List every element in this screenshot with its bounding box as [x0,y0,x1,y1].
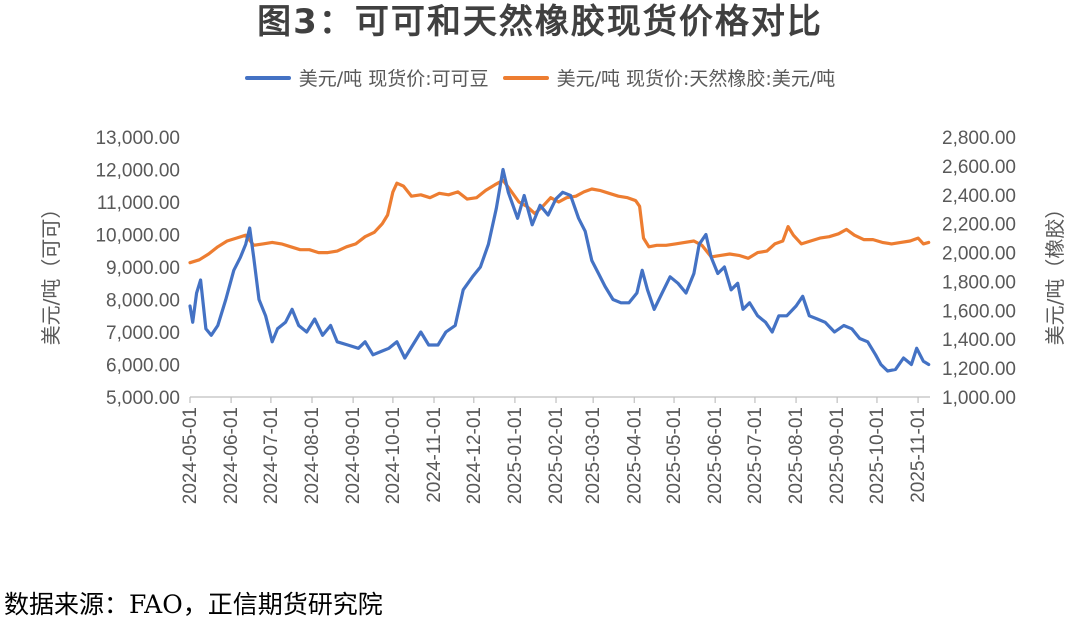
x-tick-label: 2025-09-01 [827,407,848,504]
y-right-tick-label: 1,400.00 [942,330,1016,351]
y-left-tick-label: 13,000.00 [95,128,180,149]
x-tick-label: 2024-07-01 [261,407,282,504]
x-tick-label: 2025-01-01 [505,407,526,504]
y-left-tick-label: 11,000.00 [97,193,180,214]
y-left-tick-label: 7,000.00 [106,323,180,344]
y-left-tick-label: 12,000.00 [95,161,180,182]
y-right-tick-label: 1,200.00 [942,359,1016,380]
x-tick-label: 2025-02-01 [546,407,567,504]
legend-item-rubber: 美元/吨 现货价:天然橡胶:美元/吨 [502,64,836,91]
y-right-tick-label: 2,800.00 [942,128,1016,149]
y-right-tick-label: 2,200.00 [942,215,1016,236]
chart: 5,000.00 6,000.00 7,000.00 8,000.00 9,000.00… [39,128,1067,504]
x-tick-label: 2024-08-01 [302,407,323,504]
x-tick-label: 2024-09-01 [343,407,364,504]
axes [189,396,930,403]
axis-labels: 5,000.00 6,000.00 7,000.00 8,000.00 9,000.00… [39,128,1067,504]
y-left-tick-label: 6,000.00 [106,356,180,377]
legend-item-cocoa: 美元/吨 现货价:可可豆 [244,64,489,91]
x-tick-label: 2024-05-01 [180,407,201,504]
x-tick-label: 2024-11-01 [424,407,445,503]
y-right-tick-label: 2,600.00 [942,157,1016,178]
x-tick-label: 2025-06-01 [705,407,726,504]
y-left-tick-label: 5,000.00 [106,388,180,409]
series-lines [188,167,931,373]
x-tick-label: 2024-10-01 [383,407,404,504]
y-left-axis-title: 美元/吨（可可） [39,199,63,346]
y-right-tick-label: 1,600.00 [942,301,1016,322]
y-right-tick-label: 2,400.00 [942,186,1016,207]
x-tick-label: 2025-08-01 [786,407,807,504]
legend-swatch-cocoa [244,75,291,80]
y-left-tick-label: 9,000.00 [106,258,180,279]
legend: 美元/吨 现货价:可可豆 美元/吨 现货价:天然橡胶:美元/吨 [0,64,1080,91]
y-left-tick-label: 10,000.00 [95,226,180,247]
x-tick-label: 2025-10-01 [867,407,888,504]
x-tick-label: 2025-03-01 [583,407,604,504]
x-tick-label: 2024-12-01 [464,407,485,504]
y-left-tick-label: 8,000.00 [106,291,180,312]
series-line-rubber [188,178,931,265]
x-tick-label: 2025-07-01 [745,407,766,504]
legend-label-rubber: 美元/吨 现货价:天然橡胶:美元/吨 [556,68,836,90]
legend-swatch-rubber [502,75,549,80]
series-line-cocoa [188,167,931,373]
x-tick-label: 2025-04-01 [624,407,645,504]
x-tick-label: 2025-05-01 [664,407,685,504]
x-tick-label: 2025-11-01 [908,407,929,503]
page-title: 图3：可可和天然橡胶现货价格对比 [257,2,823,42]
y-right-tick-label: 1,800.00 [942,272,1016,293]
legend-label-cocoa: 美元/吨 现货价:可可豆 [298,68,489,90]
y-right-tick-label: 2,000.00 [942,244,1016,265]
x-tick-label: 2024-06-01 [221,407,242,504]
source-note: 数据来源：FAO，正信期货研究院 [4,590,383,619]
y-right-axis-title: 美元/吨（橡胶） [1043,199,1067,346]
y-right-tick-label: 1,000.00 [942,388,1016,409]
